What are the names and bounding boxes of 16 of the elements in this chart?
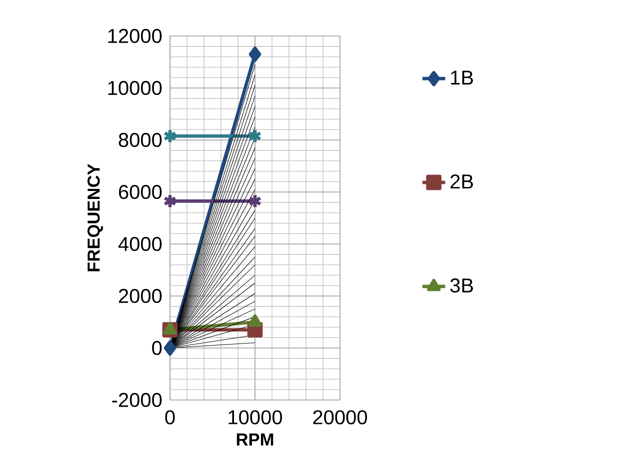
legend-label: 1B (451, 70, 473, 84)
x-tick-label: 20000 (313, 410, 368, 424)
y-axis-title: FREQUENCY (88, 164, 104, 272)
y-tick-label: -2000 (112, 392, 162, 408)
x-tick-label: 0 (165, 410, 175, 424)
legend-label: 2B (450, 174, 473, 188)
y-tick-label: 0 (152, 340, 162, 356)
y-tick-label: 10000 (108, 80, 162, 96)
legend-label: 3B (450, 278, 473, 293)
y-tick-label: 8000 (118, 132, 162, 148)
y-tick-label: 2000 (118, 288, 162, 304)
x-axis-title: RPM (236, 434, 274, 446)
y-tick-label: 12000 (108, 28, 162, 44)
y-tick-label: 6000 (118, 184, 162, 200)
x-tick-label: 10000 (228, 410, 282, 424)
y-tick-label: 4000 (118, 236, 162, 252)
